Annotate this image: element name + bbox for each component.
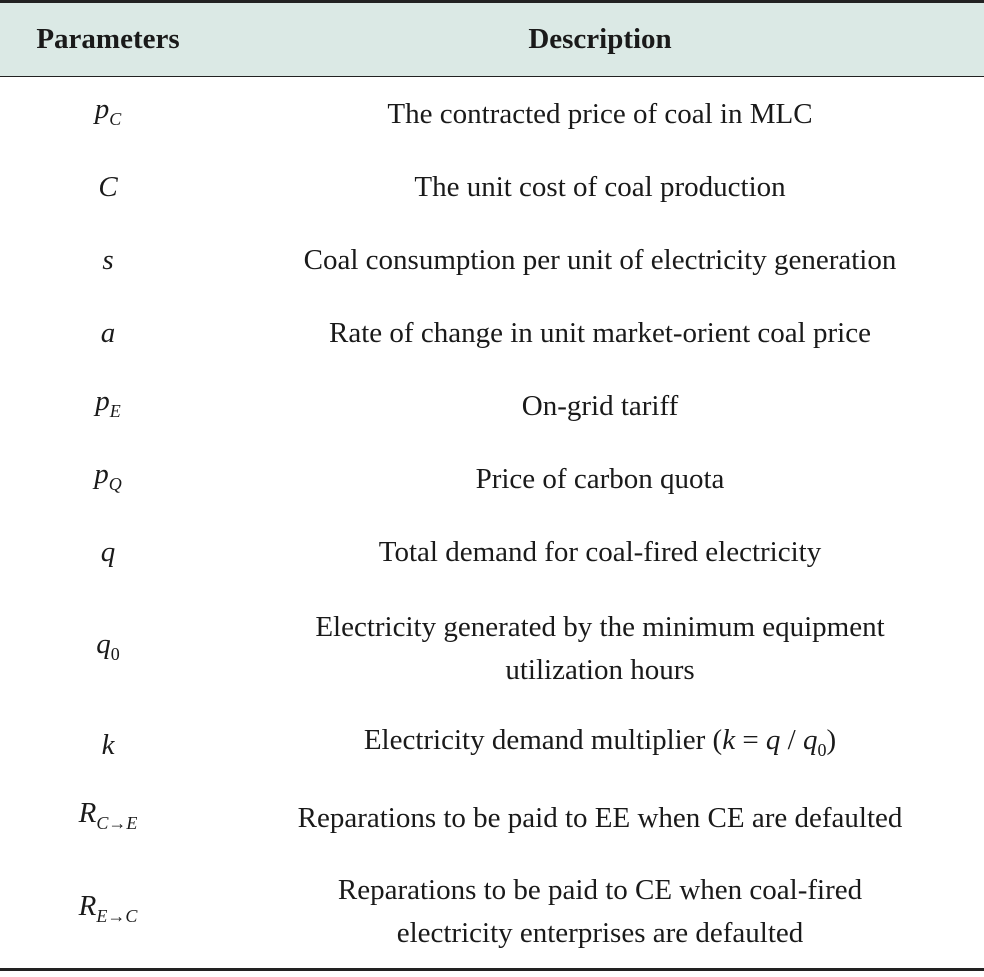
parameter-symbol: pE [95,385,121,421]
parameter-symbol: pQ [94,458,122,494]
parameter-symbol: RE→C [78,890,138,926]
header-description: Description [528,23,672,55]
table-row: a Rate of change in unit market-orient c… [0,297,984,370]
table-row: pE On-grid tariff [0,370,984,443]
table-row: RE→C Reparations to be paid to CE when c… [0,855,984,968]
parameter-symbol: q [100,536,116,568]
table-row: pC The contracted price of coal in MLC [0,77,984,151]
parameter-symbol: q0 [96,627,120,664]
parameter-description: Rate of change in unit market-orient coa… [329,317,871,349]
parameter-symbol: a [100,317,116,349]
parameter-description: On-grid tariff [521,390,679,422]
table-row: s Coal consumption per unit of electrici… [0,224,984,297]
description-line-2: electricity enterprises are defaulted [396,916,804,949]
parameter-symbol: pC [94,92,122,129]
parameter-symbol: s [102,244,114,276]
description-line-1: Reparations to be paid to CE when coal-f… [337,873,863,906]
parameter-description: The contracted price of coal in MLC [387,97,813,130]
description-line-2: utilization hours [505,654,695,686]
parameter-description: Electricity demand multiplier (k = q / q… [363,723,837,760]
bottom-rule [0,968,984,971]
parameter-description: Reparations to be paid to EE when CE are… [297,801,903,834]
parameter-description: Reparations to be paid to CE when coal-f… [216,869,984,955]
table-row: pQ Price of carbon quota [0,443,984,516]
parameter-symbol: RC→E [78,796,138,833]
table-header: Parameters Description [0,3,984,77]
description-line-1: Electricity generated by the minimum equ… [315,611,885,643]
parameter-description: Total demand for coal-fired electricity [378,536,822,568]
table-row: RC→E Reparations to be paid to EE when C… [0,781,984,855]
parameter-description: The unit cost of coal production [414,171,786,203]
parameter-description: Price of carbon quota [475,463,725,495]
table-row: k Electricity demand multiplier (k = q /… [0,709,984,781]
table-body: pC The contracted price of coal in MLC C… [0,77,984,968]
parameter-symbol: k [101,728,115,761]
parameter-description: Electricity generated by the minimum equ… [216,606,984,692]
table-row: C The unit cost of coal production [0,151,984,224]
parameter-description: Coal consumption per unit of electricity… [303,244,897,276]
table-row: q Total demand for coal-fired electricit… [0,516,984,589]
header-parameters: Parameters [36,23,180,55]
parameter-symbol: C [98,171,118,203]
table-row: q0 Electricity generated by the minimum … [0,589,984,709]
top-rule [0,0,984,3]
